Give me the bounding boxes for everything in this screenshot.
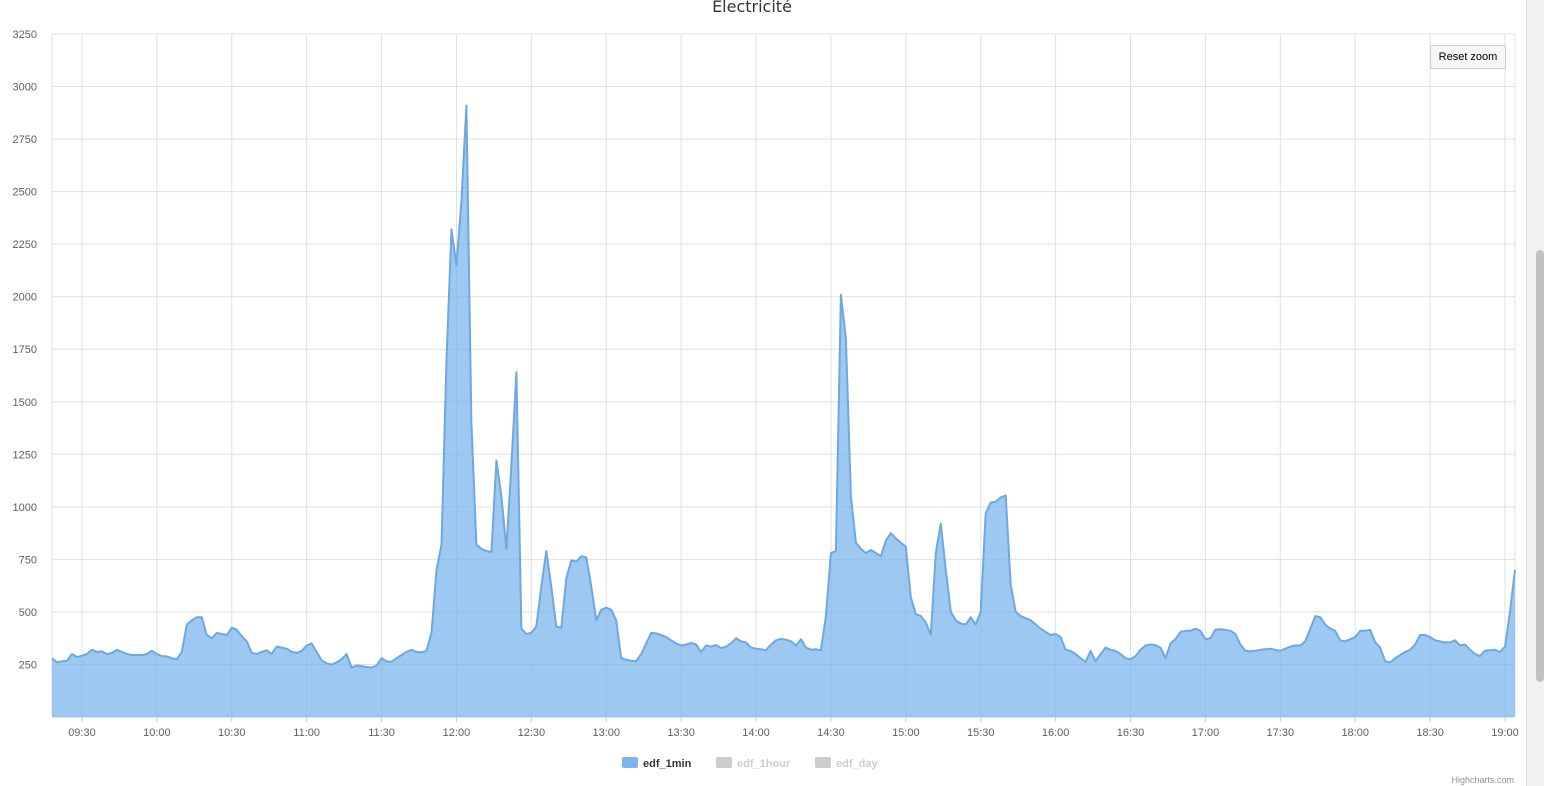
x-tick-label: 10:30 (218, 727, 246, 739)
x-tick-label: 18:30 (1416, 727, 1444, 739)
scrollbar-thumb[interactable] (1536, 250, 1544, 682)
x-tick-label: 17:00 (1192, 727, 1220, 739)
y-tick-label: 2500 (13, 187, 37, 199)
x-tick-label: 18:00 (1341, 727, 1369, 739)
chart-grid (51, 33, 1516, 718)
reset-zoom-button[interactable]: Reset zoom (1430, 45, 1506, 69)
legend-symbol (815, 757, 831, 768)
x-tick-label: 19:00 (1491, 727, 1519, 739)
x-tick-label: 13:00 (592, 727, 620, 739)
legend-symbol (716, 757, 732, 768)
x-tick-label: 16:00 (1042, 727, 1070, 739)
legend-item-edf_1hour[interactable]: edf_1hour (716, 757, 791, 770)
x-tick-label: 17:30 (1267, 727, 1295, 739)
y-tick-label: 750 (19, 554, 37, 566)
x-tick-label: 12:30 (518, 727, 546, 739)
x-tick-label: 12:00 (443, 727, 471, 739)
y-tick-label: 1500 (13, 397, 37, 409)
legend: edf_1min edf_1hour edf_day (622, 757, 878, 770)
x-tick-label: 14:30 (817, 727, 845, 739)
highcharts-credits[interactable]: Highcharts.com (1451, 775, 1514, 785)
x-tick-label: 13:30 (667, 727, 695, 739)
plot-area[interactable] (51, 104, 1516, 718)
y-tick-label: 250 (19, 659, 37, 671)
legend-symbol (622, 757, 638, 768)
y-tick-label: 1750 (13, 344, 37, 356)
y-tick-label: 500 (19, 607, 37, 619)
y-tick-label: 2250 (13, 239, 37, 251)
x-tick-label: 16:30 (1117, 727, 1145, 739)
legend-item-edf_day[interactable]: edf_day (815, 757, 878, 770)
y-tick-label: 3250 (13, 29, 37, 41)
x-tick-label: 09:30 (68, 727, 96, 739)
y-tick-label: 2750 (13, 134, 37, 146)
series-line-edf_1min[interactable] (51, 104, 1516, 669)
legend-item-edf_1min[interactable]: edf_1min (622, 757, 692, 770)
x-tick-label: 10:00 (143, 727, 171, 739)
x-tick-label: 11:30 (368, 727, 395, 739)
legend-label[interactable]: edf_day (836, 758, 878, 770)
y-tick-label: 1000 (13, 502, 37, 514)
x-tick-label: 15:30 (967, 727, 995, 739)
y-tick-label: 3000 (13, 82, 37, 94)
chart-title: Electricité (712, 0, 792, 16)
x-tick-label: 15:00 (892, 727, 920, 739)
x-tick-label: 14:00 (742, 727, 770, 739)
x-tick-label: 11:00 (293, 727, 320, 739)
series-area-edf_1min[interactable] (52, 105, 1515, 718)
legend-label[interactable]: edf_1min (643, 758, 692, 770)
y-tick-label: 1250 (13, 449, 37, 461)
legend-label[interactable]: edf_1hour (737, 758, 791, 770)
y-axis: 250 500 750 1000 1250 1500 1750 2000 2250 2500 275… (13, 29, 37, 671)
y-tick-label: 2000 (13, 292, 37, 304)
x-axis: 09:30 10:00 10:30 11:00 11:30 12:00 12:30 13:00… (68, 717, 1519, 739)
